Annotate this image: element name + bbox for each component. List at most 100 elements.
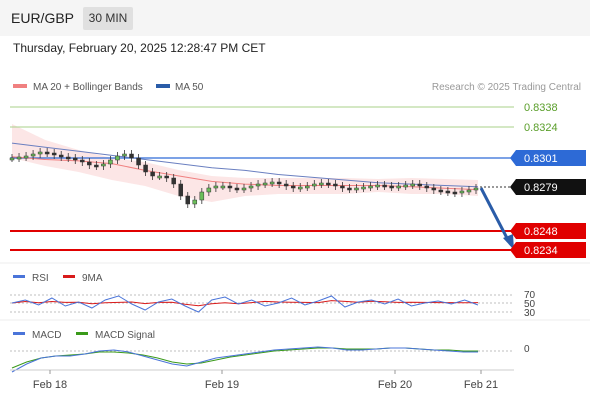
candle-body bbox=[241, 187, 247, 191]
timeframe-button[interactable]: 30 MIN bbox=[83, 7, 133, 30]
candle-body bbox=[129, 153, 134, 159]
candle-body bbox=[410, 183, 415, 187]
candle-body bbox=[108, 159, 113, 165]
candle-body bbox=[368, 185, 373, 189]
rsi-ma-legend-label: 9MA bbox=[82, 273, 103, 284]
candle-body bbox=[417, 183, 423, 187]
candle-body bbox=[9, 157, 15, 161]
rsi-legend-swatch bbox=[13, 275, 25, 278]
candle-body bbox=[65, 156, 71, 160]
macd-signal-line bbox=[11, 347, 478, 369]
ma50-line bbox=[11, 142, 479, 188]
rsi-level-70-label: 70 bbox=[524, 290, 536, 301]
candle-body bbox=[375, 184, 380, 188]
candle-body bbox=[192, 199, 198, 205]
rsi-level-50-label: 50 bbox=[524, 299, 536, 310]
candle-body bbox=[473, 187, 479, 191]
candle-body bbox=[319, 182, 324, 186]
candle-body bbox=[438, 189, 444, 193]
candle-body bbox=[445, 190, 451, 194]
candle-body bbox=[431, 187, 437, 191]
candle-body bbox=[23, 155, 29, 159]
pivot-badge-pointer bbox=[510, 150, 516, 166]
candle-body bbox=[424, 185, 430, 189]
candle-body bbox=[143, 164, 148, 173]
support-1-badge-pointer bbox=[510, 223, 516, 239]
candlesticks bbox=[9, 148, 479, 208]
candle-body bbox=[290, 185, 296, 189]
candle-body bbox=[101, 163, 106, 167]
candle-body bbox=[333, 183, 338, 187]
candle-body bbox=[326, 182, 331, 186]
candle-body bbox=[340, 185, 345, 189]
support-2-label: 0.8234 bbox=[524, 245, 558, 257]
candle-body bbox=[255, 183, 261, 187]
rsi-ma-line bbox=[11, 300, 479, 307]
x-label-feb19: Feb 19 bbox=[205, 379, 239, 391]
macd-legend-swatch bbox=[13, 332, 25, 335]
macd-line bbox=[11, 346, 478, 373]
x-label-feb20: Feb 20 bbox=[378, 379, 412, 391]
ma20-legend-swatch bbox=[13, 84, 27, 88]
rsi-level-30-label: 30 bbox=[524, 308, 536, 319]
ma20-legend-label: MA 20 + Bollinger Bands bbox=[33, 82, 143, 93]
candle-body bbox=[37, 151, 43, 155]
pivot-label: 0.8301 bbox=[524, 153, 558, 165]
candle-body bbox=[389, 185, 394, 189]
candle-body bbox=[262, 182, 268, 186]
symbol-title: EUR/GBP bbox=[11, 10, 75, 26]
candle-body bbox=[178, 183, 183, 197]
candle-body bbox=[185, 195, 191, 205]
candle-body bbox=[213, 185, 219, 189]
rsi-line bbox=[11, 295, 479, 313]
candle-body bbox=[466, 189, 472, 193]
projection-arrow bbox=[479, 187, 510, 241]
ma50-legend-label: MA 50 bbox=[175, 82, 204, 93]
candle-body bbox=[220, 185, 226, 189]
macd-zero-label: 0 bbox=[524, 344, 530, 355]
candle-body bbox=[206, 187, 212, 193]
support-2-badge-pointer bbox=[510, 242, 516, 258]
candle-body bbox=[312, 183, 317, 187]
candle-body bbox=[396, 185, 401, 189]
candle-body bbox=[87, 161, 92, 166]
candle-body bbox=[44, 151, 50, 155]
candle-body bbox=[452, 191, 458, 195]
candle-body bbox=[51, 152, 57, 156]
candle-body bbox=[361, 186, 366, 190]
candle-body bbox=[276, 181, 282, 185]
candle-body bbox=[459, 190, 465, 194]
candle-body bbox=[248, 185, 254, 189]
candle-body bbox=[73, 157, 78, 161]
candle-body bbox=[136, 157, 141, 166]
resistance-2-label: 0.8338 bbox=[524, 102, 558, 114]
candle-body bbox=[347, 187, 352, 191]
x-label-feb18: Feb 18 bbox=[33, 379, 67, 391]
macd-signal-legend-swatch bbox=[76, 332, 88, 335]
candle-body bbox=[305, 185, 310, 189]
candle-body bbox=[227, 185, 233, 189]
candle-body bbox=[164, 175, 169, 179]
projection-arrowhead bbox=[503, 234, 514, 250]
ma50-legend-swatch bbox=[156, 84, 170, 88]
candle-body bbox=[283, 183, 289, 187]
candle-body bbox=[122, 153, 127, 157]
rsi-legend-label: RSI bbox=[32, 273, 49, 284]
candle-body bbox=[382, 184, 387, 188]
last-price-badge bbox=[516, 179, 586, 195]
candle-body bbox=[403, 184, 408, 188]
datetime-label: Thursday, February 20, 2025 12:28:47 PM … bbox=[13, 41, 266, 55]
resistance-1-label: 0.8324 bbox=[524, 122, 558, 134]
last-price-badge-pointer bbox=[510, 179, 516, 195]
candle-body bbox=[94, 164, 99, 168]
support-1-badge bbox=[516, 223, 586, 239]
candle-body bbox=[297, 186, 303, 190]
x-label-feb21: Feb 21 bbox=[464, 379, 498, 391]
candle-body bbox=[199, 191, 205, 201]
candle-body bbox=[269, 181, 275, 185]
bollinger-band bbox=[12, 124, 478, 202]
candle-body bbox=[16, 156, 22, 160]
macd-signal-legend-label: MACD Signal bbox=[95, 330, 155, 341]
copyright-label: Research © 2025 Trading Central bbox=[432, 82, 581, 93]
